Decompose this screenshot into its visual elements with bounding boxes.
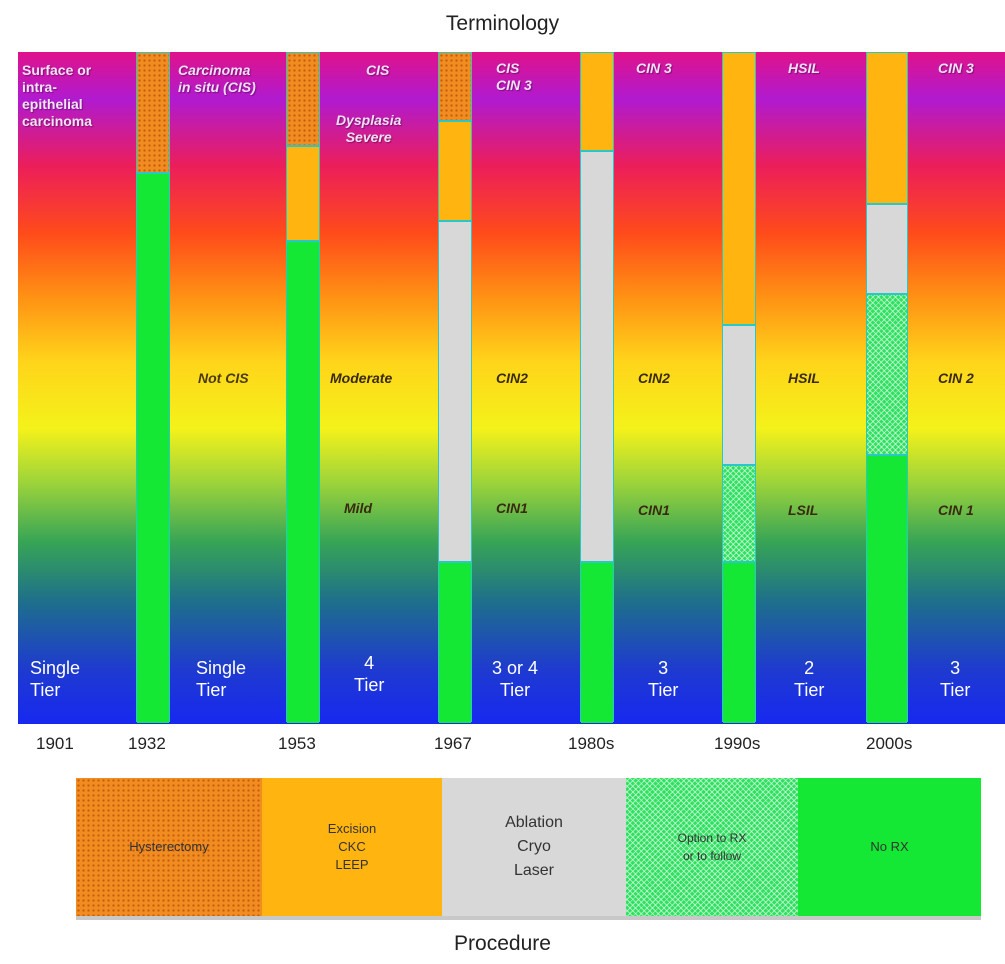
segment-hysterectomy xyxy=(439,53,471,120)
terminology-spectrum: Surface or intra- epithelial carcinoma S… xyxy=(18,52,1005,724)
year-label: 1953 xyxy=(278,734,316,753)
legend-excision: Excision CKC LEEP xyxy=(262,778,442,920)
segment-option xyxy=(723,463,755,563)
tier-1990s: 2 Tier xyxy=(794,658,825,700)
segment-hysterectomy xyxy=(287,53,319,145)
legend-label: Excision CKC LEEP xyxy=(327,821,377,872)
term-1901-top: Surface or intra- epithelial carcinoma xyxy=(22,62,93,129)
year-label: 2000s xyxy=(866,734,913,753)
segment-ablation xyxy=(439,220,471,563)
year-label: 1990s xyxy=(714,734,761,753)
segment-ablation xyxy=(867,203,907,296)
procedure-legend: Hysterectomy Excision CKC LEEP Ablation … xyxy=(76,778,981,920)
tier-1901: Single Tier xyxy=(30,658,81,700)
segment-excision xyxy=(439,119,471,222)
segment-excision xyxy=(867,53,907,204)
pillar-1980s xyxy=(580,52,614,723)
segment-no-rx xyxy=(287,240,319,723)
term-1953-low: Mild xyxy=(344,500,372,516)
legend-label: Option to RX or to follow xyxy=(677,831,747,863)
segment-no-rx xyxy=(439,560,471,723)
segment-excision xyxy=(581,53,613,150)
legend-ablation: Ablation Cryo Laser xyxy=(442,778,626,920)
term-1967-mid: CIN2 xyxy=(496,370,528,386)
pillar-1953 xyxy=(286,52,320,723)
term-1932-mid: Not CIS xyxy=(198,370,249,386)
term-1967-low: CIN1 xyxy=(496,500,528,516)
term-2000s-low: CIN 1 xyxy=(938,502,974,518)
tier-1967: 3 or 4 Tier xyxy=(492,658,539,700)
term-1953-severe: Dysplasia Severe xyxy=(336,112,402,145)
term-1953-top: CIS xyxy=(366,62,390,78)
pillar-1967 xyxy=(438,52,472,723)
segment-excision xyxy=(287,144,319,243)
year-label: 1932 xyxy=(128,734,166,753)
term-1953-mid: Moderate xyxy=(330,370,393,386)
tier-1932: Single Tier xyxy=(196,658,247,700)
tier-1980s: 3 Tier xyxy=(648,658,679,700)
pillar-1932 xyxy=(136,52,170,723)
legend-label: No RX xyxy=(870,839,909,854)
term-1980s-low: CIN1 xyxy=(638,502,670,518)
term-1932-top: Carcinoma in situ (CIS) xyxy=(178,62,256,95)
procedure-caption: Procedure xyxy=(454,932,551,955)
segment-no-rx xyxy=(723,560,755,723)
segment-option xyxy=(867,293,907,456)
legend-label: Hysterectomy xyxy=(129,839,209,854)
segment-no-rx xyxy=(137,171,169,723)
year-label: 1901 xyxy=(36,734,74,753)
tier-1953: 4 Tier xyxy=(354,653,385,695)
segment-ablation xyxy=(581,149,613,563)
pillar-2000s xyxy=(866,52,908,723)
term-1990s-top: HSIL xyxy=(788,60,820,76)
term-1967-top: CIS CIN 3 xyxy=(496,60,532,93)
term-1990s-low: LSIL xyxy=(788,502,819,518)
legend-option: Option to RX or to follow xyxy=(626,778,798,920)
segment-ablation xyxy=(723,323,755,466)
legend-hysterectomy: Hysterectomy xyxy=(76,778,262,920)
year-label: 1980s xyxy=(568,734,615,753)
year-label: 1967 xyxy=(434,734,472,753)
segment-no-rx xyxy=(867,453,907,723)
pillar-1990s xyxy=(722,52,756,723)
diagram-title: Terminology xyxy=(445,12,560,35)
legend-label: Ablation Cryo Laser xyxy=(505,814,563,879)
segment-hysterectomy xyxy=(137,53,169,172)
term-1980s-top: CIN 3 xyxy=(636,60,672,76)
term-1980s-mid: CIN2 xyxy=(638,370,670,386)
tier-2000s: 3 Tier xyxy=(940,658,971,700)
legend-no-rx: No RX xyxy=(798,778,981,920)
segment-no-rx xyxy=(581,560,613,723)
term-2000s-top: CIN 3 xyxy=(938,60,974,76)
term-2000s-mid: CIN 2 xyxy=(938,370,974,386)
term-1990s-mid: HSIL xyxy=(788,370,820,386)
segment-excision xyxy=(723,53,755,324)
